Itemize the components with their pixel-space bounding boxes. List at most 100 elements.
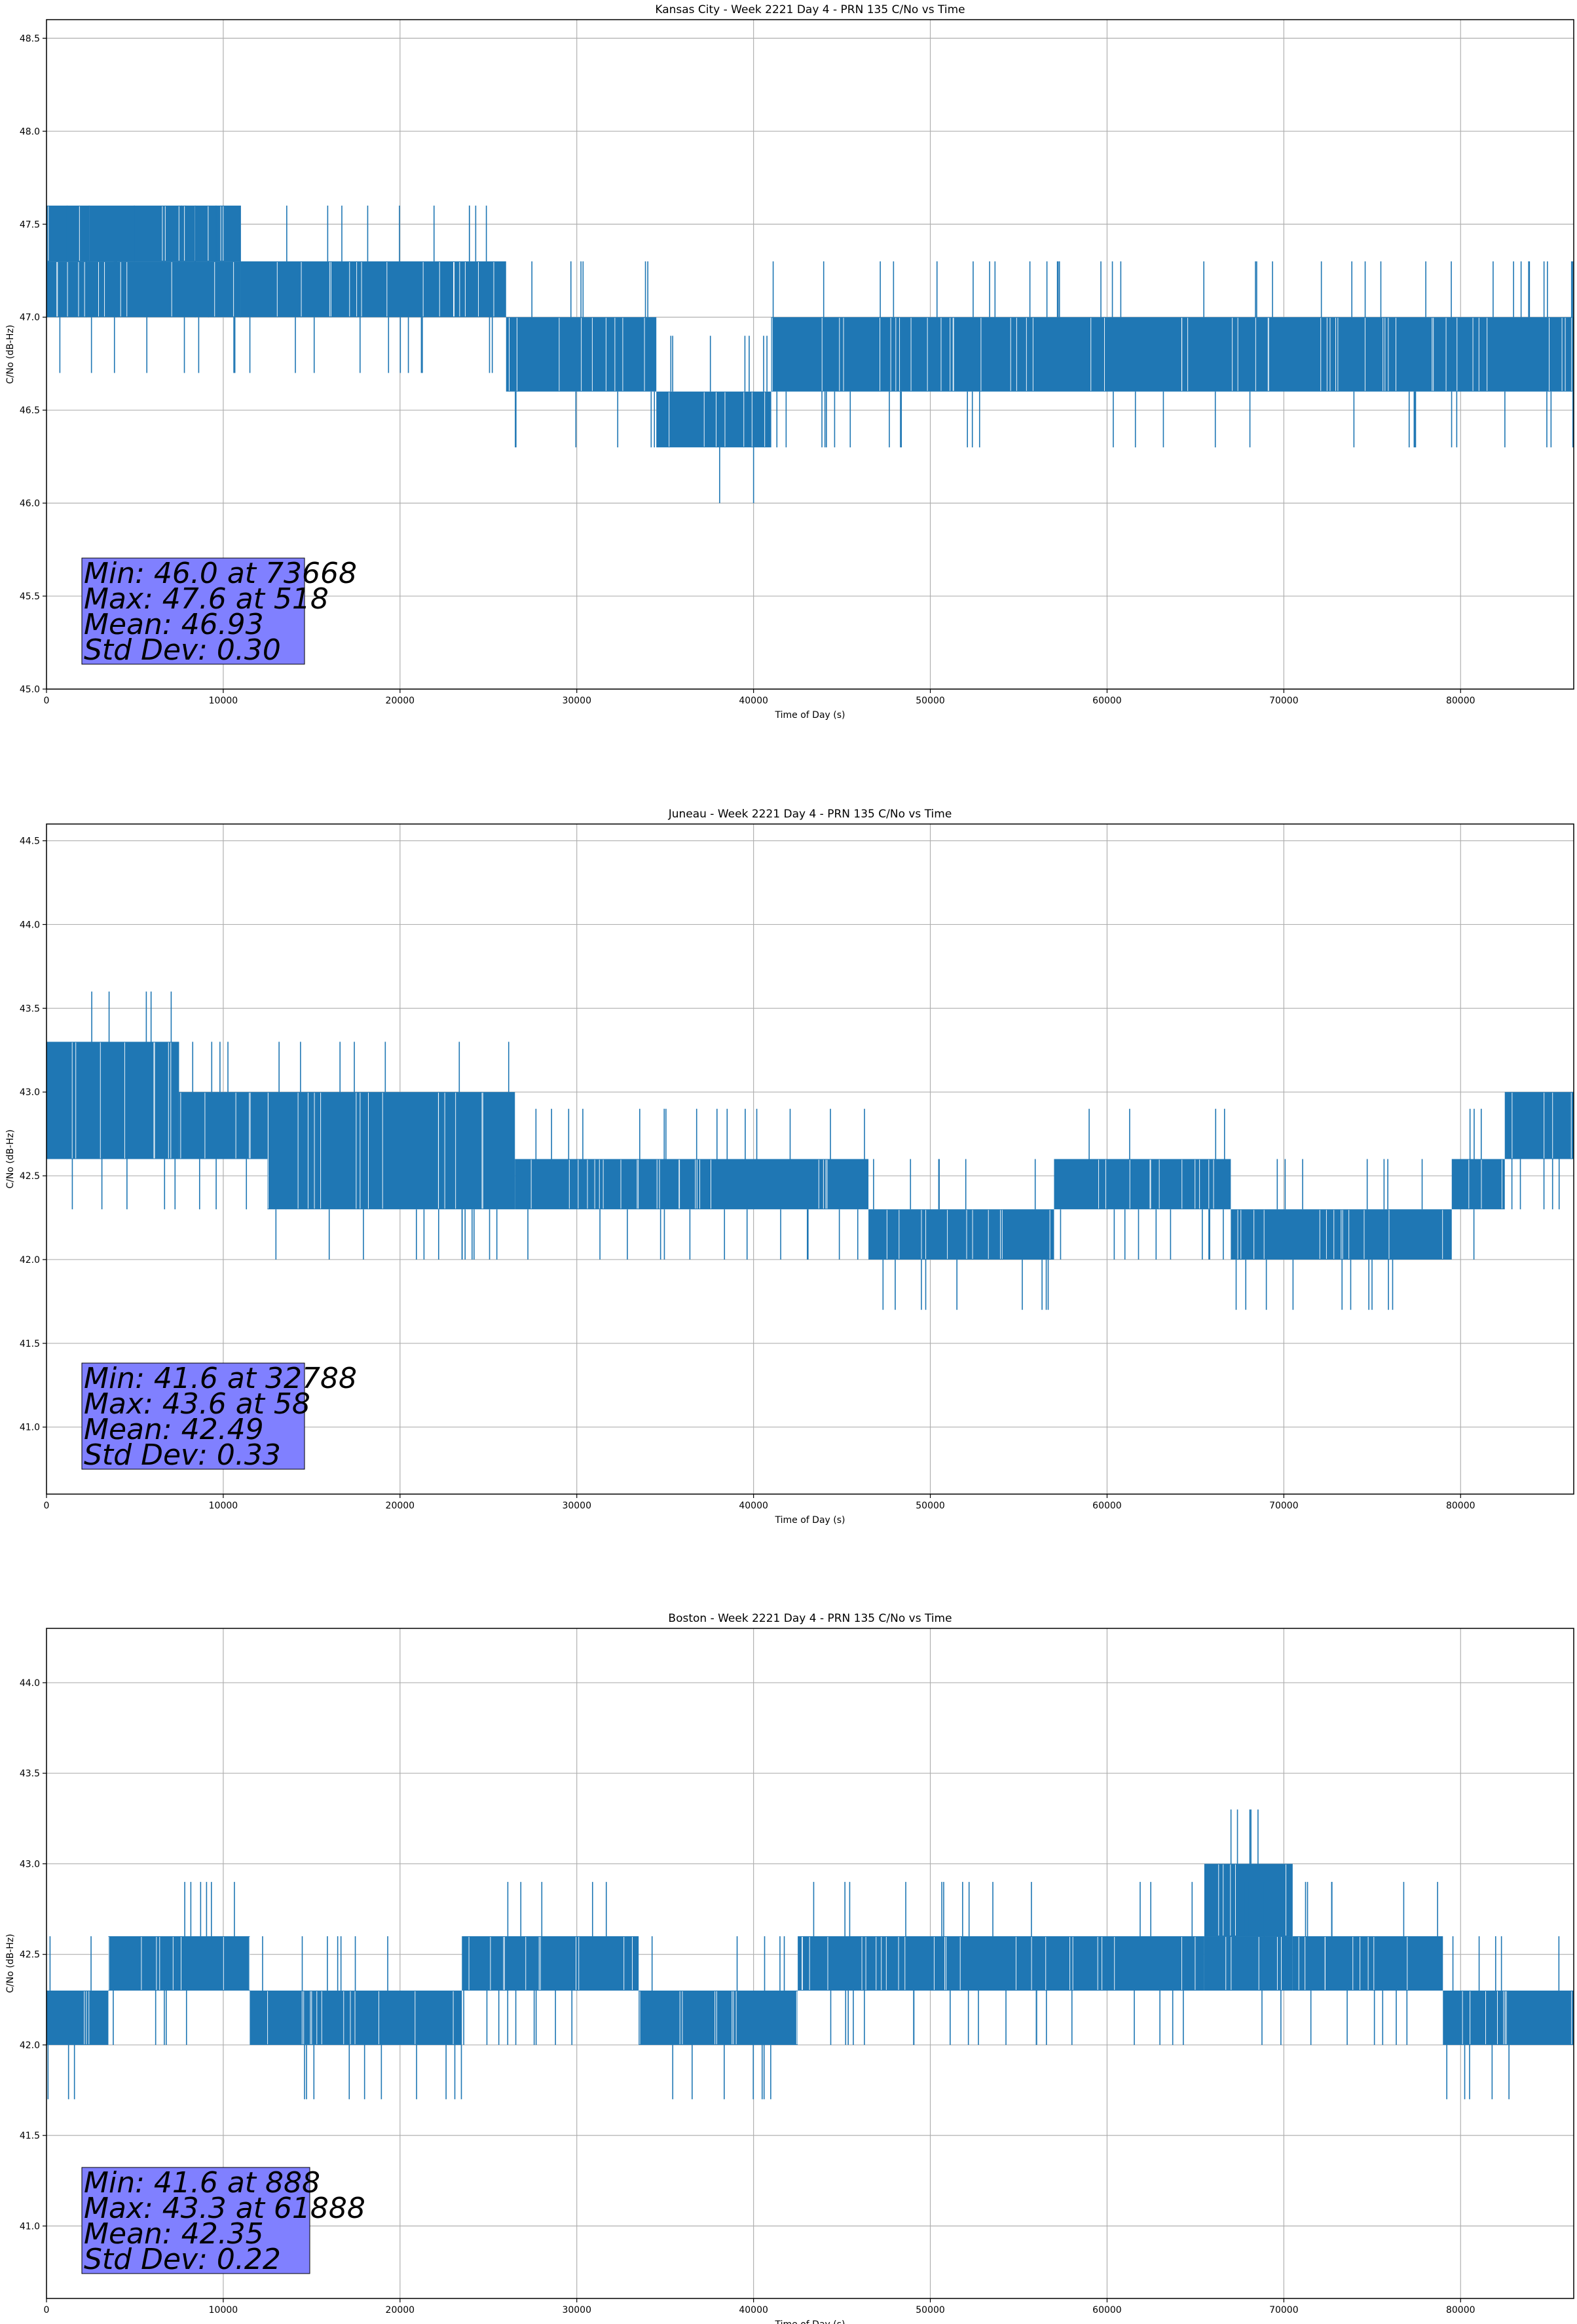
stats-max: Max: 47.6 at 518 [84, 582, 329, 616]
series-band [267, 1092, 515, 1210]
series-band [108, 1936, 250, 1991]
cno-series [46, 1809, 1574, 2099]
y-tick-label: 47.0 [20, 312, 40, 323]
series-band [515, 1159, 869, 1210]
x-tick-label: 80000 [1446, 2305, 1475, 2315]
x-tick-label: 40000 [739, 2305, 768, 2315]
x-tick-label: 0 [44, 2305, 50, 2315]
series-band [1443, 1990, 1574, 2045]
x-tick-label: 50000 [916, 1501, 945, 1511]
y-tick-label: 41.5 [20, 1339, 40, 1349]
y-tick-label: 44.0 [20, 1678, 40, 1689]
y-tick-label: 42.0 [20, 1255, 40, 1265]
series-band [868, 1209, 1054, 1260]
x-tick-label: 10000 [209, 696, 238, 706]
x-axis-label: Time of Day (s) [775, 710, 845, 721]
chart-title: Juneau - Week 2221 Day 4 - PRN 135 C/No … [668, 808, 952, 821]
x-tick-label: 10000 [209, 2305, 238, 2315]
series-band [1504, 1092, 1574, 1159]
y-axis-label: C/No (dB-Hz) [5, 1129, 16, 1188]
y-tick-label: 45.5 [20, 591, 40, 602]
x-tick-label: 30000 [562, 1501, 591, 1511]
series-band [1054, 1159, 1231, 1210]
series-band [798, 1936, 1204, 1991]
y-tick-label: 46.5 [20, 405, 40, 416]
y-axis-label: C/No (dB-Hz) [5, 325, 16, 384]
series-band [1204, 1936, 1293, 1991]
y-tick-label: 42.5 [20, 1171, 40, 1182]
series-band [771, 317, 1574, 392]
chart-panel-1: 0 10000 20000 30000 40000 50000 60000 70000 8000… [5, 3, 1574, 721]
y-tick-label: 42.0 [20, 2040, 40, 2051]
y-tick-label: 44.0 [20, 920, 40, 930]
y-tick-label: 41.0 [20, 2221, 40, 2232]
stats-mean: Mean: 42.49 [84, 1413, 264, 1446]
axes-frame [46, 1628, 1574, 2299]
x-tick-label: 70000 [1269, 696, 1299, 706]
cno-series [46, 205, 1574, 504]
x-tick-label: 30000 [562, 2305, 591, 2315]
x-tick-label: 70000 [1269, 1501, 1299, 1511]
x-tick-label: 0 [44, 1501, 50, 1511]
series-band [1451, 1159, 1505, 1210]
x-tick-label: 60000 [1092, 2305, 1122, 2315]
series-band [1292, 1936, 1443, 1991]
y-tick-label: 44.5 [20, 836, 40, 847]
x-tick-label: 20000 [386, 1501, 415, 1511]
stats-max: Max: 43.3 at 61888 [84, 2192, 365, 2225]
y-tick-label: 45.0 [20, 684, 40, 695]
y-tick-label: 43.5 [20, 1769, 40, 1779]
series-band [46, 205, 241, 262]
stats-box [81, 557, 305, 665]
stats-std-dev: Std Dev: 0.30 [84, 633, 281, 667]
x-tick-label: 50000 [916, 696, 945, 706]
y-axis-label: C/No (dB-Hz) [5, 1934, 16, 1993]
y-tick-label: 41.5 [20, 2131, 40, 2141]
x-tick-label: 20000 [386, 2305, 415, 2315]
x-tick-label: 50000 [916, 2305, 945, 2315]
y-tick-label: 46.0 [20, 498, 40, 509]
stats-max: Max: 43.6 at 58 [84, 1387, 310, 1421]
y-tick-label: 43.0 [20, 1859, 40, 1869]
series-band [179, 1092, 268, 1159]
y-tick-label: 48.0 [20, 126, 40, 137]
y-tick-label: 43.5 [20, 1003, 40, 1014]
axes-frame [46, 19, 1574, 690]
y-tick-label: 48.5 [20, 33, 40, 44]
stats-mean: Mean: 46.93 [84, 608, 264, 641]
x-tick-label: 10000 [209, 1501, 238, 1511]
x-axis-label: Time of Day (s) [775, 1515, 845, 1526]
x-tick-label: 30000 [562, 696, 591, 706]
x-tick-label: 40000 [739, 1501, 768, 1511]
series-band [656, 391, 771, 447]
chart-panel-2: 0 10000 20000 30000 40000 50000 60000 70000 8000… [5, 808, 1574, 1526]
x-tick-label: 0 [44, 696, 50, 706]
x-tick-label: 80000 [1446, 696, 1475, 706]
x-axis-label: Time of Day (s) [775, 2319, 845, 2324]
stats-mean: Mean: 42.35 [84, 2217, 264, 2251]
series-band [46, 1990, 109, 2045]
series-band [462, 1936, 639, 1991]
x-tick-label: 20000 [386, 696, 415, 706]
stats-std-dev: Std Dev: 0.33 [84, 1438, 281, 1472]
y-tick-label: 47.5 [20, 219, 40, 230]
axes-frame [46, 823, 1574, 1495]
cno-series [46, 991, 1574, 1310]
x-tick-label: 80000 [1446, 1501, 1475, 1511]
series-band [250, 1990, 462, 2045]
stats-std-dev: Std Dev: 0.22 [84, 2243, 281, 2276]
stats-min: Min: 41.6 at 888 [84, 2166, 320, 2200]
x-tick-label: 60000 [1092, 696, 1122, 706]
chart-title: Boston - Week 2221 Day 4 - PRN 135 C/No … [668, 1612, 952, 1625]
stats-box [81, 2167, 310, 2274]
y-tick-label: 41.0 [20, 1423, 40, 1433]
chart-title: Kansas City - Week 2221 Day 4 - PRN 135 … [655, 3, 965, 16]
chart-panel-3: 0 10000 20000 30000 40000 50000 60000 70000 8000… [5, 1612, 1574, 2324]
series-band [46, 1041, 179, 1159]
stats-box [81, 1362, 305, 1470]
stats-min: Min: 46.0 at 73668 [84, 557, 357, 590]
series-band [46, 261, 241, 318]
series-band [639, 1990, 798, 2045]
series-band [240, 261, 506, 318]
